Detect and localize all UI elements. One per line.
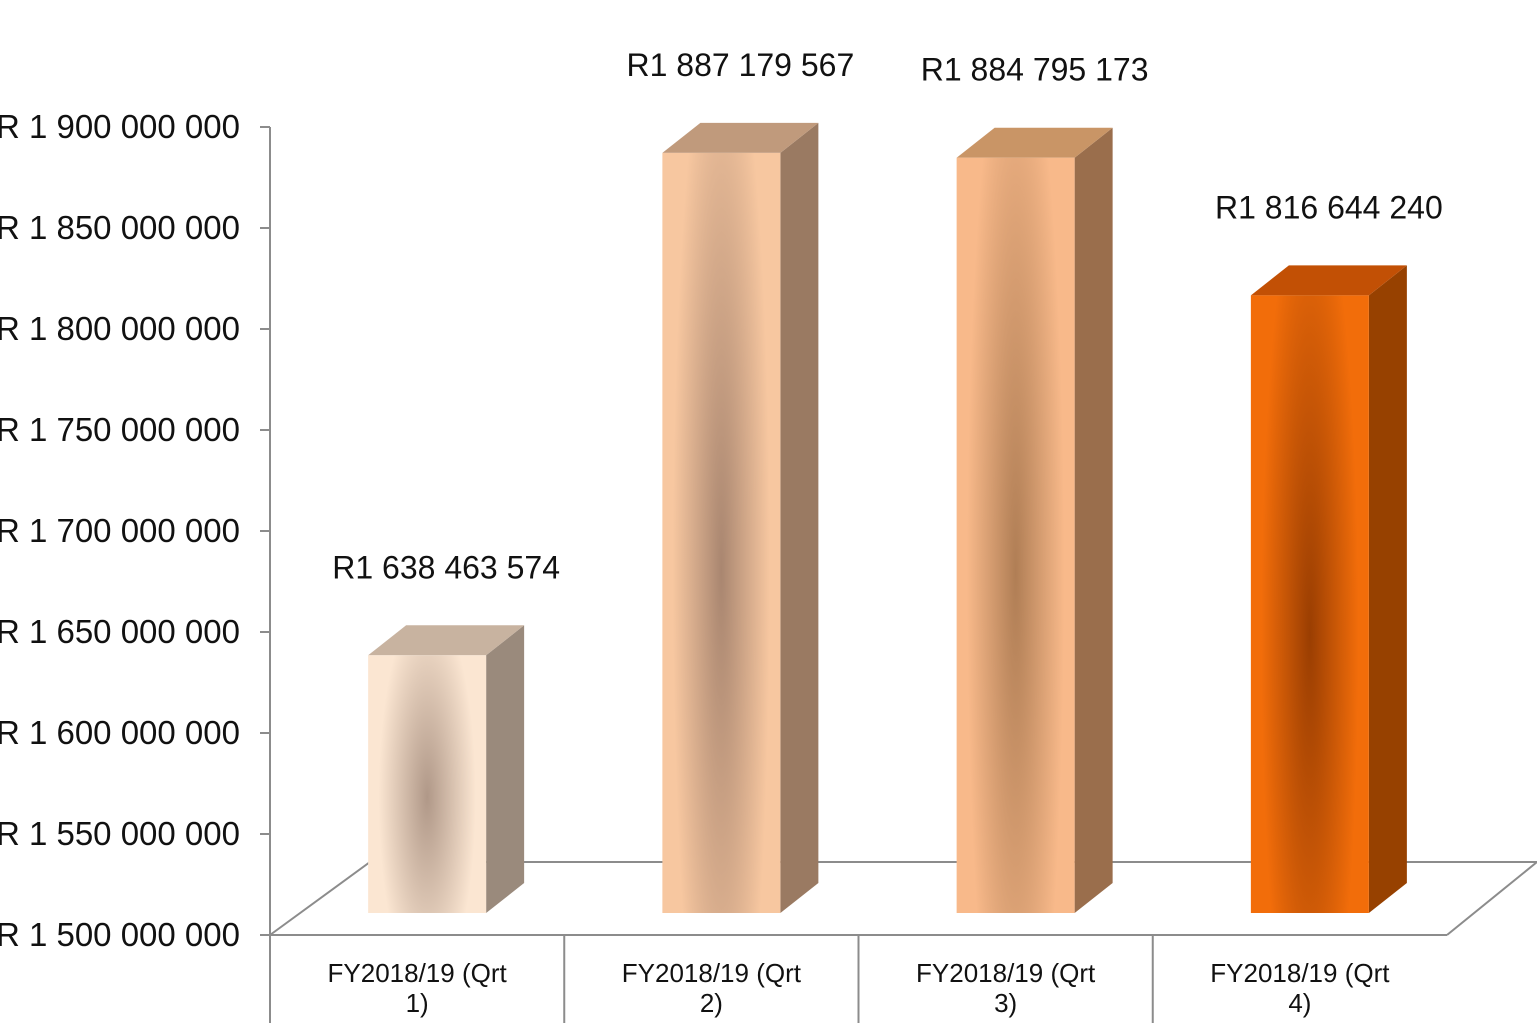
bar	[956, 127, 1113, 914]
bar	[368, 625, 525, 913]
bar-data-label: R1 887 179 567	[627, 47, 855, 83]
x-tick-label: FY2018/19 (Qrt 3)	[916, 958, 1096, 1018]
bar	[1250, 265, 1407, 913]
bar-side-face	[1368, 265, 1407, 913]
bar-side-face	[780, 122, 819, 913]
x-tick-label: FY2018/19 (Qrt 2)	[622, 958, 802, 1018]
bar-top-face	[368, 625, 525, 656]
y-tick-label: R 1 600 000 000	[0, 714, 240, 751]
bar-data-label: R1 638 463 574	[332, 549, 560, 585]
y-tick-label: R 1 550 000 000	[0, 815, 240, 852]
chart-floor	[269, 861, 1537, 936]
y-tick-label: R 1 800 000 000	[0, 310, 240, 347]
bar-top-face	[662, 122, 819, 153]
bar-top-face	[956, 127, 1113, 158]
bar-top-face	[1250, 265, 1407, 296]
bar-side-face	[486, 625, 525, 913]
y-tick-label: R 1 700 000 000	[0, 512, 240, 549]
bar-front-face	[662, 152, 781, 913]
bar	[662, 122, 819, 913]
bar-front-face	[1250, 295, 1369, 913]
bar-data-label: R1 884 795 173	[921, 52, 1149, 88]
y-tick-label: R 1 900 000 000	[0, 108, 240, 145]
x-tick-label: FY2018/19 (Qrt 1)	[328, 958, 508, 1018]
bar-front-face	[956, 157, 1075, 913]
y-tick-label: R 1 650 000 000	[0, 613, 240, 650]
bar-side-face	[1074, 127, 1113, 914]
y-tick-label: R 1 500 000 000	[0, 916, 240, 953]
bar-data-label: R1 816 644 240	[1215, 189, 1443, 225]
bar-front-face	[368, 655, 487, 913]
y-tick-label: R 1 850 000 000	[0, 209, 240, 246]
x-tick-label: FY2018/19 (Qrt 4)	[1210, 958, 1390, 1018]
y-tick-label: R 1 750 000 000	[0, 411, 240, 448]
